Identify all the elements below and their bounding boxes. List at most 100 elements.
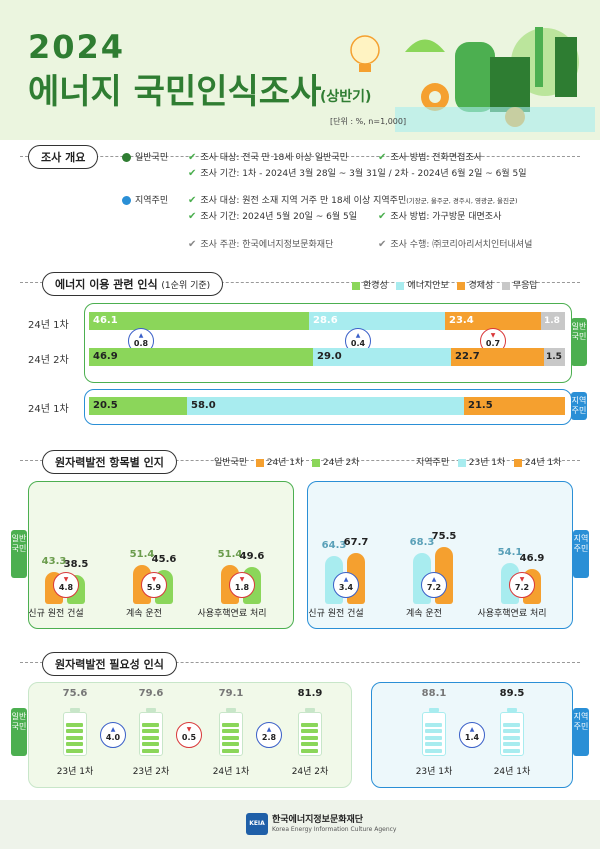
bar-none-1: 1.8 [541,312,565,330]
change-badge: ▼ 1.8 [229,572,255,598]
keia-logo: KEIA [246,813,268,835]
energy-illustration [395,27,595,132]
general-dot-icon [122,153,131,162]
value-label-b: 38.5 [63,559,89,571]
battery-icon [422,708,446,756]
change-badge: ▲ 1.4 [459,722,485,748]
battery-level [425,729,442,734]
battery-level [425,735,442,740]
items-legend-general: 일반국민 24년 1차 24년 2차 [214,458,360,468]
battery-level [503,735,520,740]
section-label-items: 원자력발전 항목별 인지 [42,450,177,474]
battery-level [301,749,318,753]
period-label: 24년 1차 [212,767,250,777]
triangle-down-icon: ▼ [519,576,525,583]
bar-env-1: 46.1 [89,312,309,330]
check-icon: ✔ [188,211,197,222]
battery-level [503,722,520,727]
bar-local-env: 20.5 [89,397,187,415]
change-value: 5.9 [146,583,162,592]
row-label: 24년 1차 [28,320,69,331]
triangle-up-icon: ▲ [431,576,437,583]
legend-swatch-b [513,458,522,467]
battery-level [66,742,83,747]
category-label: 계속 운전 [406,609,442,619]
change-value: 7.2 [514,583,530,592]
battery-level [503,729,520,734]
tag-general: 일반 국민 [11,530,27,578]
battery-level [66,749,83,753]
bar-none-2: 1.5 [544,348,565,366]
change-value: 1.8 [234,583,250,592]
change-value: 4.0 [105,733,121,742]
check-icon: ✔ [188,168,197,179]
value-label-b: 49.6 [239,550,265,562]
section-label-necessity: 원자력발전 필요성 인식 [42,652,177,676]
bar-env-2: 46.9 [89,348,313,366]
check-icon: ✔ [378,152,387,163]
category-label: 사용후핵연료 처리 [477,609,547,619]
tag-local: 지역 주민 [573,708,589,756]
triangle-down-icon: ▼ [239,576,245,583]
change-badge: ▼ 0.5 [176,722,202,748]
triangle-down-icon: ▼ [63,576,69,583]
triangle-up-icon: ▲ [469,726,475,733]
legend-swatch-env [352,281,360,290]
legend-swatch-none [501,281,510,290]
battery-icon [500,708,524,756]
value-label: 89.5 [499,688,525,699]
local-method: ✔ 조사 방법: 가구방문 대면조사 [378,211,502,222]
triangle-down-icon: ▼ [490,332,496,339]
change-value: 2.8 [261,733,277,742]
battery-icon [139,708,163,756]
value-label: 75.6 [62,688,88,699]
battery-level [66,735,83,740]
change-value: 4.8 [58,583,74,592]
change-badge: ▼ 5.9 [141,572,167,598]
value-label-a: 43.3 [41,555,67,567]
triangle-down-icon: ▼ [151,576,157,583]
change-badge: ▼ 7.2 [509,572,535,598]
local-period: ✔ 조사 기간: 2024년 5월 20일 ~ 6월 5일 [188,211,358,222]
legend-swatch-b [311,458,320,467]
change-value: 3.4 [338,583,354,592]
battery-level [222,735,239,740]
general-period: ✔ 조사 기간: 1차 - 2024년 3월 28일 ~ 3월 31일 / 2차 … [188,168,527,179]
battery-level [301,742,318,747]
battery-level [503,742,520,747]
check-icon: ✔ [188,152,197,163]
value-label-a: 51.4 [129,549,155,561]
local-dot-icon [122,196,131,205]
triangle-up-icon: ▲ [110,726,116,733]
check-icon: ✔ [378,211,387,222]
value-label-b: 46.9 [519,552,545,564]
bar-local-sec: 58.0 [187,397,464,415]
general-group: 일반국민 [122,150,168,163]
battery-level [301,722,318,727]
bar-sec-2: 29.0 [313,348,451,366]
triangle-up-icon: ▲ [266,726,272,733]
local-target: ✔ 조사 대상: 원전 소재 지역 거주 만 18세 이상 지역주민(기장군, 울… [188,195,518,206]
value-label-b: 45.6 [151,553,177,565]
value-label: 88.1 [421,688,447,699]
change-badge: ▲ 3.4 [333,572,359,598]
battery-level [222,749,239,753]
section-label-energy: 에너지 이용 관련 인식 (1순위 기준) [42,272,224,296]
change-badge: ▼ 4.8 [53,572,79,598]
category-label: 사용후핵연료 처리 [197,609,267,619]
legend-swatch-eco [457,281,466,290]
tag-general: 일반 국민 [11,708,27,756]
title-year: 2024 [28,28,126,66]
battery-level [222,722,239,727]
battery-icon [219,708,243,756]
category-label: 신규 원전 건설 [308,609,364,619]
triangle-up-icon: ▲ [343,576,349,583]
section-divider [20,282,580,283]
footer-org-en: Korea Energy Information Culture Agency [272,826,397,833]
battery-level [425,722,442,727]
legend-swatch-sec [396,281,405,290]
check-icon: ✔ [188,195,197,206]
bar-sec-1: 28.6 [309,312,445,330]
page-subtitle: (상반기) [320,89,372,105]
value-label-a: 68.3 [409,536,435,548]
